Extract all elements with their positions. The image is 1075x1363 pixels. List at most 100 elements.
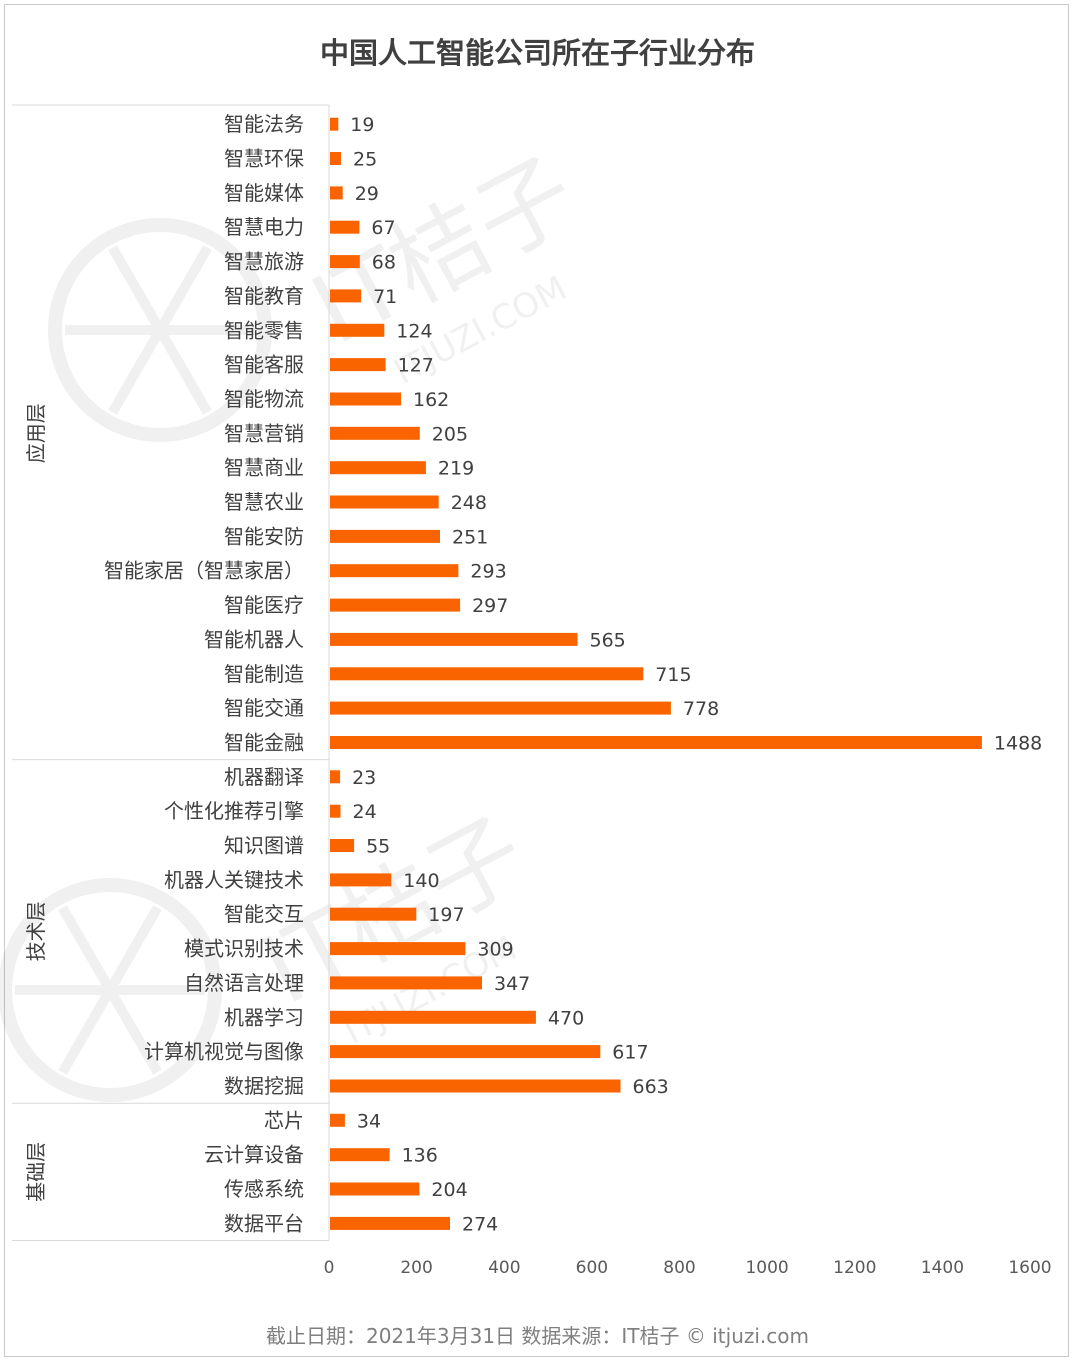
value-label: 34 xyxy=(357,1110,381,1132)
category-label: 智能制造 xyxy=(224,662,304,686)
value-label: 23 xyxy=(352,767,376,789)
bar-智慧环保 xyxy=(330,152,341,165)
x-tick-label: 800 xyxy=(663,1258,695,1278)
category-label: 机器学习 xyxy=(224,1005,304,1029)
axes xyxy=(12,104,330,1241)
chart-frame xyxy=(4,4,1069,1357)
bar-机器翻译 xyxy=(330,770,341,784)
category-label: 智能安防 xyxy=(224,524,304,548)
bar-智能交互 xyxy=(330,907,417,921)
value-label: 162 xyxy=(413,389,449,411)
category-label: 智能教育 xyxy=(224,284,304,308)
category-label: 智能零售 xyxy=(224,318,304,342)
bar-机器人关键技术 xyxy=(330,873,392,887)
category-label: 智慧环保 xyxy=(224,147,304,171)
category-label: 计算机视觉与图像 xyxy=(144,1040,304,1064)
category-label: 智能法务 xyxy=(224,112,304,136)
group-label: 技术层 xyxy=(24,901,48,961)
bar-传感系统 xyxy=(330,1182,420,1196)
chart-title: 中国人工智能公司所在子行业分布 xyxy=(319,36,755,70)
bar-计算机视觉与图像 xyxy=(330,1045,601,1059)
bar-智能教育 xyxy=(330,289,362,303)
group-label: 应用层 xyxy=(24,403,48,463)
x-tick-label: 200 xyxy=(400,1258,432,1278)
bar-智能金融 xyxy=(330,736,982,749)
bar-云计算设备 xyxy=(330,1148,390,1162)
value-label: 55 xyxy=(366,836,390,858)
category-label: 知识图谱 xyxy=(224,834,304,858)
x-tick-label: 1200 xyxy=(833,1258,876,1278)
category-label: 智慧商业 xyxy=(224,456,304,480)
value-label: 29 xyxy=(355,183,379,205)
bar-智能物流 xyxy=(330,392,401,406)
category-label: 智能交互 xyxy=(224,902,304,926)
value-label: 68 xyxy=(372,252,396,274)
category-label: 智慧营销 xyxy=(224,421,304,445)
bar-数据挖掘 xyxy=(330,1079,621,1093)
value-label: 251 xyxy=(452,526,488,548)
bar-智慧营销 xyxy=(330,426,420,440)
value-label: 140 xyxy=(403,870,439,892)
category-label: 智能机器人 xyxy=(204,627,304,651)
value-label: 204 xyxy=(431,1179,467,1201)
category-label: 智能媒体 xyxy=(224,181,304,205)
value-label: 127 xyxy=(398,355,434,377)
value-label: 274 xyxy=(462,1213,498,1235)
value-label: 617 xyxy=(612,1042,648,1064)
value-label: 71 xyxy=(373,286,397,308)
value-label: 197 xyxy=(428,904,464,926)
value-label: 136 xyxy=(402,1145,438,1167)
category-label: 模式识别技术 xyxy=(184,937,304,961)
value-label: 565 xyxy=(590,629,626,651)
category-label: 智能家居（智慧家居） xyxy=(104,559,304,583)
bar-智能制造 xyxy=(330,667,644,681)
category-label: 智慧农业 xyxy=(224,490,304,514)
bars xyxy=(330,117,982,1230)
category-label: 传感系统 xyxy=(224,1177,304,1201)
category-label: 芯片 xyxy=(264,1108,304,1132)
labels: 智能法务 19 智慧环保 25 智能媒体 29 智慧电力 67 智慧旅游 68 智能教育 71 智能零售… xyxy=(24,112,1052,1278)
value-label: 470 xyxy=(548,1007,584,1029)
value-label: 205 xyxy=(432,423,468,445)
x-tick-label: 1000 xyxy=(745,1258,788,1278)
bar-芯片 xyxy=(330,1113,345,1127)
category-label: 云计算设备 xyxy=(204,1143,304,1167)
bar-模式识别技术 xyxy=(330,942,466,956)
bar-智慧商业 xyxy=(330,461,426,475)
x-tick-label: 1400 xyxy=(921,1258,964,1278)
category-label: 智能金融 xyxy=(224,731,304,755)
category-label: 智能物流 xyxy=(224,387,304,411)
value-label: 309 xyxy=(477,939,513,961)
category-label: 数据平台 xyxy=(224,1211,304,1235)
value-label: 25 xyxy=(353,149,377,171)
bar-智能法务 xyxy=(330,117,339,131)
category-label: 数据挖掘 xyxy=(224,1074,304,1098)
bar-智能医疗 xyxy=(330,598,461,612)
group-label: 基础层 xyxy=(24,1142,48,1202)
value-label: 24 xyxy=(353,801,377,823)
bar-智能家居（智慧家居） xyxy=(330,564,459,578)
value-label: 297 xyxy=(472,595,508,617)
category-label: 智慧电力 xyxy=(224,215,304,239)
bar-个性化推荐引擎 xyxy=(330,804,341,818)
value-label: 347 xyxy=(494,973,530,995)
bar-自然语言处理 xyxy=(330,976,482,990)
value-label: 663 xyxy=(633,1076,669,1098)
x-tick-label: 600 xyxy=(576,1258,608,1278)
x-tick-label: 1600 xyxy=(1008,1258,1051,1278)
value-label: 248 xyxy=(451,492,487,514)
category-label: 机器人关键技术 xyxy=(164,868,304,892)
bar-智能交通 xyxy=(330,701,671,715)
bar-机器学习 xyxy=(330,1010,536,1024)
category-label: 自然语言处理 xyxy=(184,971,304,995)
value-label: 219 xyxy=(438,458,474,480)
category-label: 个性化推荐引擎 xyxy=(164,799,304,823)
bar-智能客服 xyxy=(330,358,386,372)
value-label: 19 xyxy=(350,114,374,136)
category-label: 智能客服 xyxy=(224,353,304,377)
x-tick-label: 0 xyxy=(324,1258,335,1278)
bar-智慧旅游 xyxy=(330,255,360,269)
x-tick-label: 400 xyxy=(488,1258,520,1278)
